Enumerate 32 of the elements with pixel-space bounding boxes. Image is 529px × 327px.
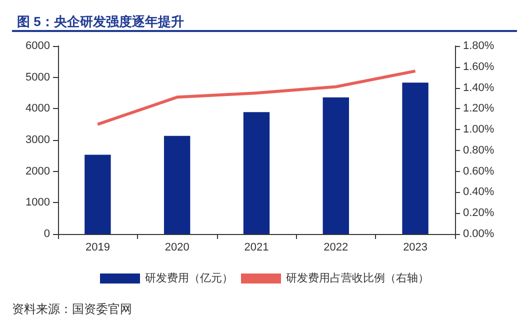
line-series (96, 70, 417, 126)
y-tick-label: 1000 (26, 196, 50, 209)
y2-tick-label: 1.40% (463, 82, 494, 94)
x-tick-label: 2023 (403, 242, 428, 254)
y2-tick-label: 1.60% (463, 60, 494, 73)
x-tick-label: 2021 (244, 242, 269, 254)
bar (322, 97, 349, 234)
bar (243, 112, 270, 234)
text: 资料来源：国资委官网 (12, 302, 132, 316)
x-tick-label: 2019 (85, 242, 110, 254)
y2-tick-label: 0.20% (463, 207, 494, 220)
y2-tick-label: 0.80% (463, 144, 494, 156)
y-tick-label: 0 (44, 228, 50, 240)
y-tick-label: 2000 (26, 165, 50, 178)
x-tick-label: 2022 (324, 242, 348, 254)
y-tick-label: 6000 (26, 40, 50, 52)
bar (164, 136, 190, 234)
y2-tick-label: 1.20% (463, 102, 494, 115)
y-tick-label: 5000 (26, 71, 50, 84)
chart-title: 图 5：央企研发强度逐年提升 (17, 14, 184, 29)
legend-label: 研发费用（亿元） (145, 272, 233, 284)
y2-tick-label: 0.00% (463, 228, 494, 240)
x-tick-label: 2020 (164, 242, 190, 254)
bar (402, 82, 428, 234)
y2-tick-label: 1.80% (463, 40, 494, 52)
bar (84, 154, 111, 234)
y2-tick-label: 1.00% (463, 124, 494, 136)
y2-tick-label: 0.60% (463, 165, 494, 178)
legend-label: 研发费用占营收比例（右轴） (286, 272, 429, 284)
y-tick-label: 4000 (26, 102, 50, 115)
y-tick-label: 3000 (26, 134, 50, 146)
y2-tick-label: 0.40% (463, 186, 494, 198)
